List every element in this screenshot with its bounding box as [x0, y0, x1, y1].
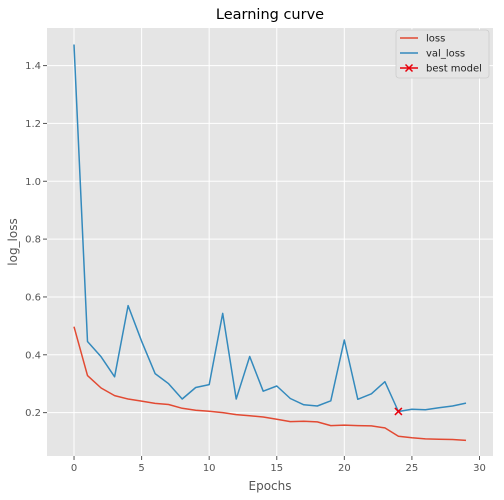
y-tick-label: 0.8	[25, 235, 41, 246]
series-layer	[73, 44, 467, 442]
y-axis-label: log_loss	[6, 218, 20, 265]
y-tick-label: 0.6	[25, 292, 41, 303]
x-tick-label: 10	[203, 463, 216, 474]
best-model-marker-stroke	[394, 407, 403, 416]
legend-box	[395, 29, 490, 79]
series-line-loss	[73, 326, 467, 442]
x-tick-label: 20	[338, 463, 351, 474]
legend-marker-best-model	[404, 63, 414, 73]
x-tick-label: 5	[138, 463, 144, 474]
x-tick-label: 0	[71, 463, 77, 474]
series-line-val-loss	[73, 44, 467, 413]
y-tick-label: 1.4	[25, 61, 41, 72]
x-tick-label: 15	[270, 463, 283, 474]
y-tick-label: 0.2	[25, 408, 41, 419]
plot-background	[47, 28, 493, 456]
ticks: 0 5 10 15 20 25 30 0.2 0.4 0.6 0.8 1.0 1.2 1.4	[25, 61, 486, 474]
legend-label-best-model: best model	[426, 64, 482, 75]
chart-title: Learning curve	[216, 7, 324, 23]
x-axis-label: Epochs	[249, 479, 292, 493]
legend-label-loss: loss	[426, 34, 445, 45]
y-tick-label: 1.2	[25, 119, 41, 130]
best-model-marker	[394, 407, 403, 416]
legend-label-val-loss: val_loss	[426, 49, 465, 60]
y-tick-label: 1.0	[25, 177, 41, 188]
y-tick-label: 0.4	[25, 350, 41, 361]
x-tick-label: 30	[473, 463, 486, 474]
x-tick-label: 25	[406, 463, 419, 474]
